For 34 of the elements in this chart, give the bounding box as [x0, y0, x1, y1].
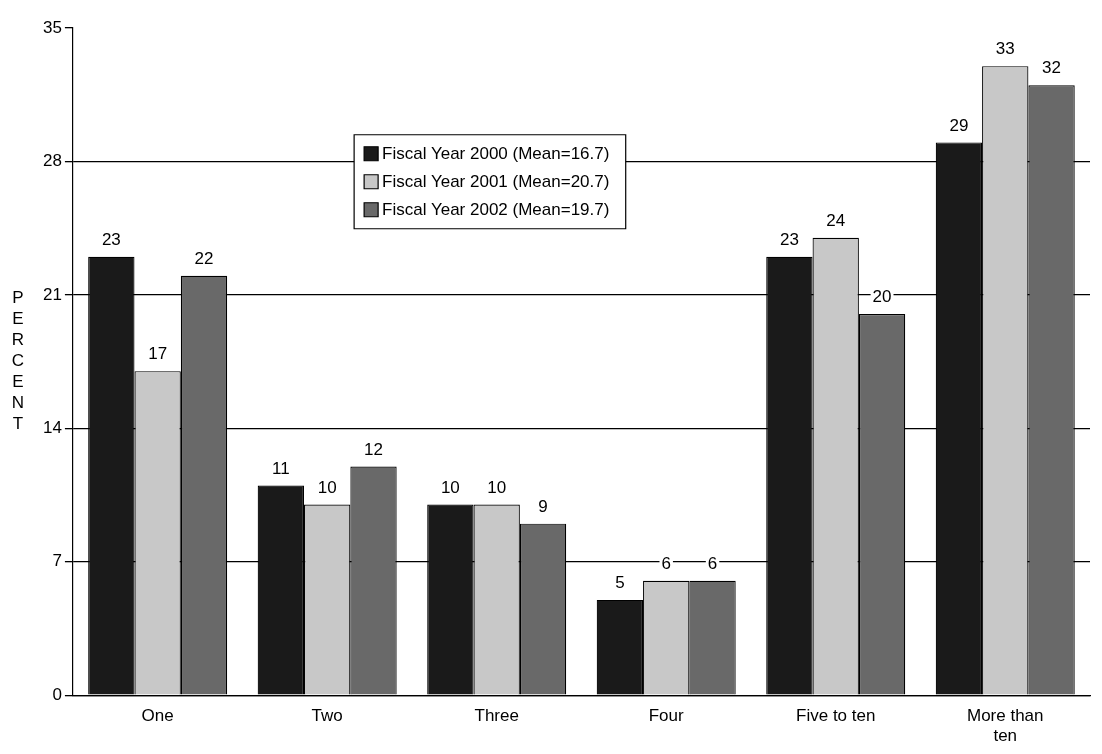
data-label: 5: [615, 573, 625, 593]
data-label: 24: [826, 210, 846, 230]
x-tick-label: One: [141, 706, 174, 726]
data-label: 22: [194, 249, 214, 268]
data-label: 12: [364, 439, 383, 459]
x-tick-label: Three: [474, 706, 519, 726]
y-tick-label: 35: [42, 17, 62, 37]
y-tick-label: 7: [52, 551, 62, 571]
x-tick-label: Five to ten: [796, 706, 876, 726]
y-tick-label: 14: [42, 418, 62, 438]
data-label: 11: [272, 458, 290, 478]
data-label: 10: [317, 477, 337, 497]
data-label: 10: [440, 477, 460, 497]
x-tick-label: More than ten: [966, 706, 1044, 746]
data-label: 6: [707, 554, 718, 574]
y-axis-title: PERCENT: [11, 288, 25, 434]
data-label: 10: [487, 477, 507, 497]
y-tick-label: 0: [52, 684, 62, 704]
x-tick-label: Four: [648, 706, 685, 726]
data-label: 23: [101, 229, 121, 249]
data-label: 29: [949, 115, 969, 135]
y-tick-label: 28: [42, 151, 62, 171]
y-tick-label: 21: [42, 284, 62, 304]
data-label: 23: [779, 229, 799, 249]
data-label: 17: [148, 344, 168, 364]
data-label: 20: [872, 287, 892, 307]
legend-label: Fiscal Year 2000 (Mean=16.7): [382, 144, 610, 164]
legend-label: Fiscal Year 2001 (Mean=20.7): [382, 172, 610, 192]
x-tick-label: Two: [311, 706, 343, 726]
data-label: 6: [661, 554, 671, 574]
data-label: 33: [995, 39, 1015, 59]
legend-label: Fiscal Year 2002 (Mean=19.7): [382, 200, 610, 220]
data-label: 9: [538, 496, 548, 516]
data-label: 32: [1042, 58, 1062, 78]
